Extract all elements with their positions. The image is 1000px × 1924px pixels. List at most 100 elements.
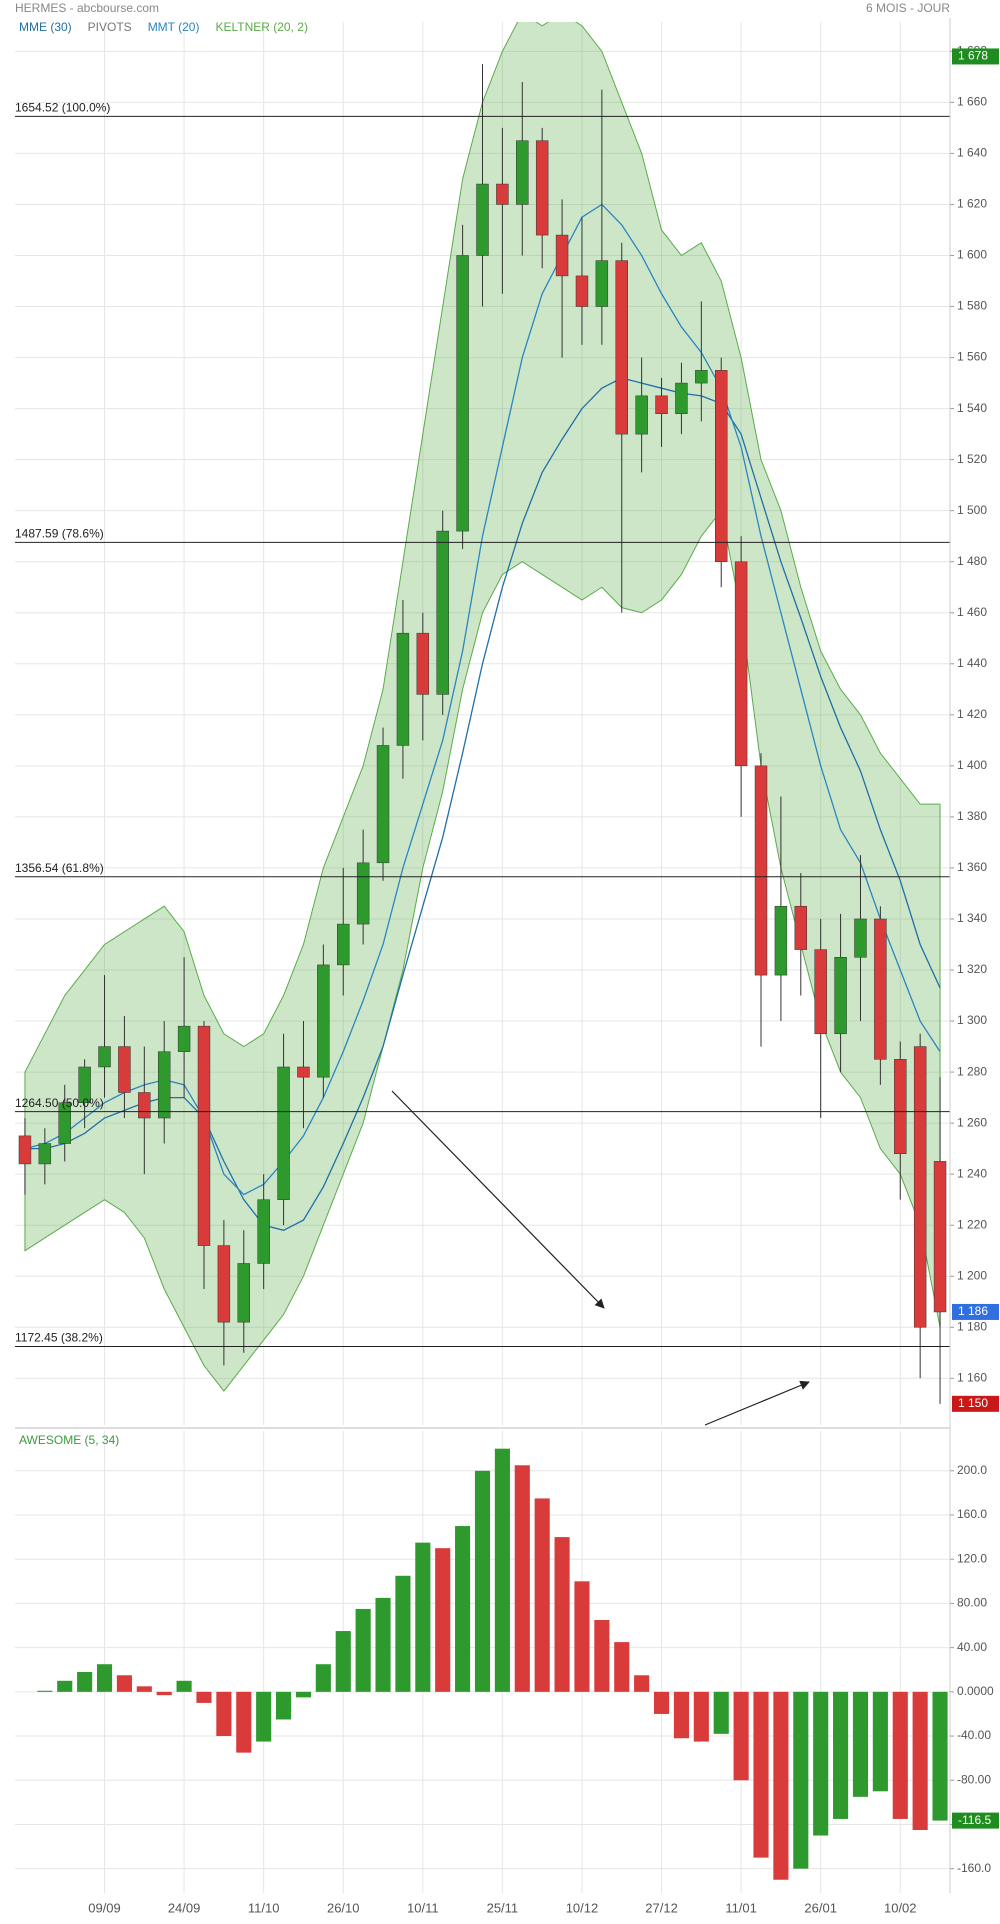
- oscillator-bar: [37, 1690, 53, 1692]
- candle-body: [257, 1199, 270, 1264]
- oscillator-bar: [375, 1597, 391, 1692]
- y-tick-label: -40.00: [957, 1728, 991, 1742]
- oscillator-bar: [236, 1691, 252, 1753]
- oscillator-bar: [57, 1680, 73, 1692]
- annotation-arrow: [391, 1090, 605, 1309]
- x-tick-label: 26/10: [327, 1900, 360, 1915]
- candle-body: [337, 923, 350, 966]
- y-tick-label: -160.0: [957, 1861, 991, 1875]
- oscillator-bar: [773, 1691, 789, 1880]
- y-tick-label: 1 400: [957, 758, 987, 772]
- candle-body: [834, 956, 847, 1035]
- oscillator-bar: [733, 1691, 749, 1781]
- legend: MME (30) PIVOTS MMT (20) KELTNER (20, 2): [19, 20, 308, 34]
- y-tick-label: 1 380: [957, 809, 987, 823]
- legend-item: KELTNER (20, 2): [215, 20, 307, 34]
- legend-item: MME (30): [19, 20, 72, 34]
- value-badge-label: -116.5: [958, 1813, 991, 1827]
- x-tick-label: 27/12: [645, 1900, 678, 1915]
- candle-body: [396, 632, 410, 746]
- oscillator-bar: [355, 1608, 371, 1692]
- candle-body: [277, 1066, 290, 1200]
- candle-body: [118, 1046, 131, 1093]
- oscillator-bar: [653, 1691, 670, 1714]
- value-badge-label: 1 186: [958, 1304, 988, 1318]
- y-tick-label: 1 360: [957, 860, 987, 874]
- pivot-label: 1264.50 (50.0%): [15, 1096, 104, 1110]
- indicator-title: AWESOME (5, 34): [19, 1433, 119, 1447]
- value-badge: [952, 1812, 999, 1829]
- oscillator-bar: [574, 1581, 590, 1692]
- y-tick-label: 120.0: [957, 1551, 987, 1565]
- candle-body: [595, 260, 609, 307]
- y-tick-label: 80.00: [957, 1596, 987, 1610]
- oscillator-bar: [852, 1691, 869, 1797]
- oscillator-bar: [216, 1691, 232, 1737]
- y-tick-label: 1 440: [957, 656, 987, 670]
- candle-body: [78, 1066, 91, 1103]
- value-badge: [952, 1395, 999, 1412]
- oscillator-bar: [813, 1691, 829, 1836]
- oscillator-bar: [315, 1664, 331, 1692]
- oscillator-bar: [554, 1537, 570, 1692]
- candle-body: [754, 765, 768, 976]
- y-tick-label: 1 160: [957, 1370, 987, 1384]
- candle-body: [496, 183, 509, 205]
- candle-body: [913, 1046, 927, 1328]
- y-tick-label: 1 200: [957, 1268, 987, 1282]
- y-tick-label: 40.00: [957, 1640, 987, 1654]
- oscillator-bar: [534, 1498, 550, 1692]
- candle-body: [874, 918, 887, 1060]
- pivot-label: 1356.54 (61.8%): [15, 861, 104, 875]
- x-tick-label: 11/10: [248, 1900, 280, 1915]
- x-tick-label: 11/01: [725, 1900, 757, 1915]
- oscillator-bar: [494, 1448, 510, 1692]
- x-tick-label: 09/09: [88, 1900, 121, 1915]
- oscillator-bar: [395, 1575, 411, 1692]
- candle-body: [98, 1046, 111, 1068]
- oscillator-bar: [872, 1691, 888, 1792]
- y-tick-label: 1 280: [957, 1064, 987, 1078]
- candle-body: [695, 370, 708, 384]
- candle-body: [794, 905, 808, 950]
- moving-average: [24, 377, 941, 1231]
- value-badge: [952, 48, 999, 65]
- y-tick-label: 1 620: [957, 197, 987, 211]
- oscillator-bar: [833, 1691, 849, 1819]
- candle-body: [317, 964, 330, 1078]
- oscillator-bar: [474, 1470, 491, 1692]
- candle-body: [157, 1051, 171, 1119]
- oscillator-bar: [116, 1675, 132, 1692]
- candle-body: [854, 918, 867, 958]
- x-tick-label: 10/12: [566, 1900, 599, 1915]
- y-tick-label: 0.0000: [957, 1684, 994, 1698]
- candle-body: [416, 632, 430, 695]
- oscillator-bar: [892, 1691, 908, 1819]
- candle-body: [297, 1066, 310, 1078]
- moving-average: [24, 203, 941, 1196]
- oscillator-bar: [136, 1686, 152, 1692]
- x-tick-label: 24/09: [168, 1900, 201, 1915]
- y-tick-label: 1 300: [957, 1013, 987, 1027]
- oscillator-bar: [295, 1691, 312, 1698]
- candle-body: [814, 949, 827, 1035]
- candle-body: [356, 862, 370, 925]
- x-tick-label: 25/11: [487, 1900, 519, 1915]
- oscillator-bar: [753, 1691, 769, 1858]
- oscillator-bar: [276, 1691, 292, 1720]
- annotation-arrow: [704, 1380, 810, 1426]
- y-tick-label: -80.00: [957, 1772, 991, 1786]
- oscillator-bar: [793, 1691, 809, 1869]
- oscillator-bar: [912, 1691, 928, 1830]
- candle-body: [436, 530, 449, 695]
- y-tick-label: 1 500: [957, 503, 987, 517]
- oscillator-bar: [713, 1691, 729, 1734]
- oscillator-bar: [256, 1691, 272, 1742]
- value-badge-label: 1 678: [958, 49, 988, 63]
- oscillator-bar: [514, 1465, 530, 1692]
- candle-body: [615, 260, 628, 435]
- chart-title: HERMES - abcbourse.com: [15, 1, 159, 15]
- candle-body: [894, 1059, 907, 1154]
- candle-body: [555, 234, 569, 277]
